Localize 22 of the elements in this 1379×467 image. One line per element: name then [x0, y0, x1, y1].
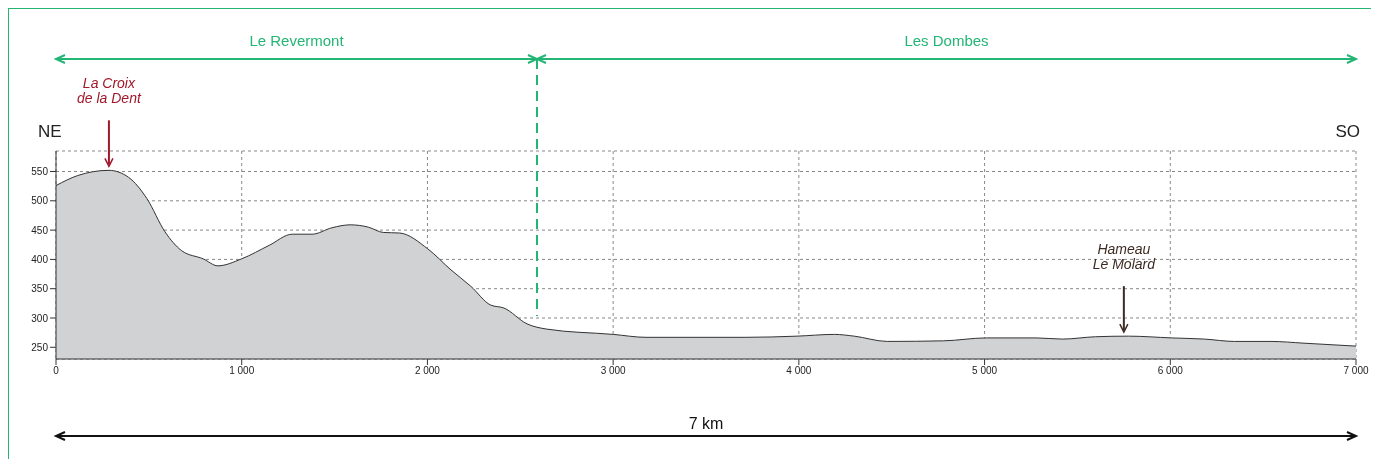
- text: Les Dombes: [904, 32, 989, 49]
- x-tick-label: 3 000: [600, 365, 627, 377]
- text: NE: [38, 122, 62, 141]
- x-tick-label: 2 000: [414, 365, 441, 377]
- y-tick-label: 400: [31, 253, 49, 265]
- text: SO: [1335, 122, 1360, 141]
- y-tick-label: 550: [31, 166, 49, 178]
- x-tick-label: 5 000: [972, 365, 998, 377]
- text: Le Revermont: [249, 32, 345, 49]
- y-tick-label: 350: [31, 283, 49, 295]
- annotation: La Croix de la Dent: [77, 75, 142, 107]
- annotation: Hameau Le Molard: [1092, 241, 1157, 273]
- y-tick-label: 450: [31, 224, 49, 236]
- x-tick-label: 4 000: [786, 365, 812, 377]
- y-tick-label: 500: [31, 195, 49, 207]
- text: 7 km: [688, 415, 724, 432]
- x-tick-label: 0: [53, 365, 60, 377]
- x-tick-label: 1 000: [229, 365, 255, 377]
- x-tick-label: 6 000: [1157, 365, 1184, 377]
- x-tick-label: 7 000: [1343, 365, 1369, 377]
- y-tick-label: 250: [31, 341, 49, 353]
- y-tick-label: 300: [31, 312, 49, 324]
